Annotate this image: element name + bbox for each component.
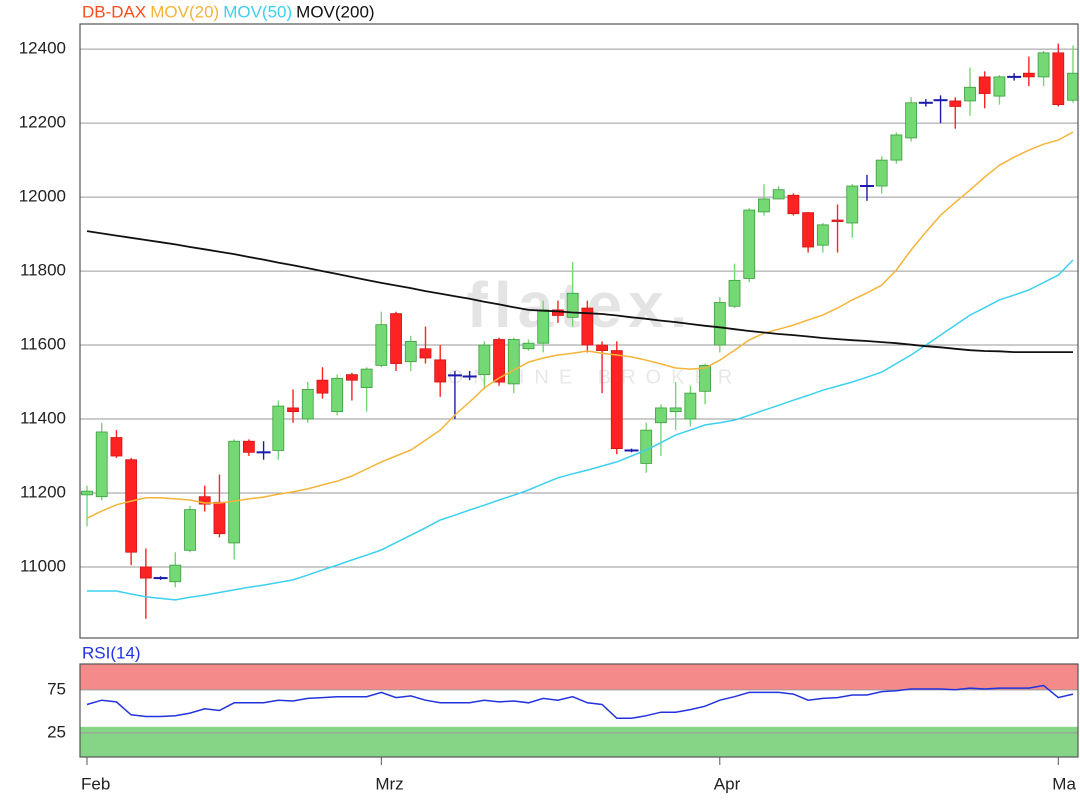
candle-body <box>949 100 962 107</box>
candle-body <box>640 429 653 464</box>
candle-body <box>846 185 859 224</box>
candle-body <box>581 307 594 346</box>
candle-body <box>905 102 918 139</box>
legend: DB-DAX MOV(20) MOV(50) MOV(200) <box>82 2 375 21</box>
candle-body <box>978 76 991 94</box>
candle-body <box>493 339 505 383</box>
moving-average-line <box>86 131 1074 519</box>
candle-body <box>301 389 314 420</box>
y-tick-label: 11600 <box>20 335 66 354</box>
candle-body <box>1052 52 1065 106</box>
candle-body <box>964 86 976 102</box>
candle-body <box>81 490 93 496</box>
candle-body <box>287 407 299 413</box>
candle-body <box>242 440 255 453</box>
x-tick-label: Mrz <box>375 774 403 793</box>
candle-body <box>434 359 447 383</box>
y-tick-label: 11800 <box>20 261 66 280</box>
y-tick-label: 12200 <box>19 113 66 132</box>
candle-body <box>890 134 903 161</box>
candle-body <box>360 368 373 388</box>
candle-body <box>699 364 711 392</box>
candle-body <box>713 302 726 346</box>
y-tick-label: 25 <box>47 722 66 741</box>
x-tick-label: Ma <box>1052 774 1076 793</box>
candle-body <box>316 379 329 394</box>
price-panel: flatex.ONLINE BROKER11000112001140011600… <box>19 39 1078 619</box>
rsi-lines <box>86 684 1074 720</box>
rsi-line <box>86 684 1074 720</box>
candle-body <box>787 194 800 215</box>
y-tick-label: 11400 <box>20 409 66 428</box>
candles <box>81 43 1078 619</box>
y-tick-label: 12000 <box>19 187 66 206</box>
candle-body <box>875 159 888 187</box>
x-tick-label: Apr <box>714 774 741 793</box>
candle-body <box>758 198 770 213</box>
candle-body <box>566 292 579 318</box>
y-tick-label: 75 <box>47 679 66 698</box>
candle-body <box>272 405 285 451</box>
candle-body <box>743 209 756 279</box>
candle-body <box>522 342 535 350</box>
rsi-band <box>80 664 1078 690</box>
candle-body <box>375 324 388 366</box>
legend-entry: MOV(20) <box>150 2 219 21</box>
rsi-panel: 25 75 RSI(14) Feb Mrz Apr Ma <box>47 643 1078 793</box>
candle-body <box>184 509 196 551</box>
watermark-sub: ONLINE BROKER <box>448 366 742 388</box>
candle-body <box>419 348 432 359</box>
candle-body <box>169 564 182 583</box>
candle-body <box>802 212 815 248</box>
candle-body <box>1067 72 1078 101</box>
candle-body <box>331 377 344 413</box>
candle-body <box>95 431 108 498</box>
candle-body <box>655 407 667 424</box>
candle-body <box>537 309 550 344</box>
y-tick-label: 11000 <box>20 556 66 575</box>
candle-body <box>139 566 152 579</box>
y-tick-label: 11200 <box>20 482 66 501</box>
candle-body <box>198 496 211 505</box>
candle-body <box>993 76 1006 97</box>
moving-average-line <box>86 230 1073 353</box>
moving-average-line <box>87 259 1074 601</box>
candle-body <box>110 437 123 457</box>
candle-body <box>610 350 623 450</box>
candle-body <box>596 344 608 352</box>
candle-body <box>213 501 226 535</box>
candle-body <box>1022 72 1035 78</box>
x-tick-label: Feb <box>81 774 110 793</box>
candle-body <box>684 392 697 420</box>
candle-body <box>228 440 241 544</box>
legend-entry: MOV(200) <box>296 2 374 21</box>
candle-body <box>816 224 829 246</box>
candle-body <box>831 219 844 222</box>
candle-body <box>478 344 491 376</box>
rsi-frame <box>79 663 1079 758</box>
y-tick-label: 12400 <box>19 39 66 58</box>
candle-body <box>390 313 402 364</box>
candle-body <box>728 279 741 307</box>
price-frame <box>79 23 1079 639</box>
candle-body <box>669 407 682 413</box>
candle-body <box>1037 52 1050 78</box>
legend-entry: MOV(50) <box>223 2 292 21</box>
rsi-label: RSI(14) <box>82 643 141 662</box>
candle-body <box>404 340 417 363</box>
candle-body <box>125 459 138 553</box>
candle-body <box>345 374 358 381</box>
legend-entry: DB-DAX <box>82 2 146 21</box>
candle-body <box>772 189 785 200</box>
candle-body <box>507 339 520 385</box>
rsi-band <box>80 726 1078 757</box>
